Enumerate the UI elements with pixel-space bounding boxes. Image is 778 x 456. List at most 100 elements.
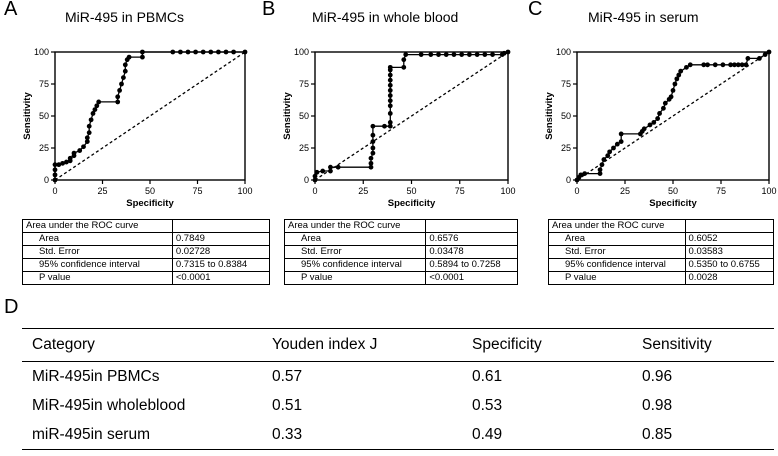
- roc-data-point: [387, 72, 393, 78]
- auc-row-label: Area: [548, 232, 686, 246]
- roc-data-point: [467, 52, 472, 57]
- roc-data-point: [705, 62, 710, 68]
- roc-data-point: [482, 52, 488, 57]
- roc-data-point: [676, 72, 682, 78]
- y-tick-label: 100: [34, 47, 49, 57]
- col-header-sensitivity: Sensitivity: [632, 328, 774, 362]
- roc-data-point: [117, 88, 122, 93]
- roc-data-point: [387, 123, 393, 129]
- y-tick-label: 100: [294, 47, 309, 57]
- roc-data-point: [312, 177, 318, 183]
- roc-data-point: [81, 144, 86, 150]
- roc-data-point: [96, 99, 102, 105]
- roc-data-point: [216, 49, 221, 55]
- auc-row-value: 0.5350 to 0.6755: [684, 258, 775, 272]
- auc-table-header: Area under the ROC curve: [548, 219, 686, 233]
- y-tick-label: 25: [39, 143, 49, 153]
- roc-data-point: [314, 169, 320, 175]
- roc-data-point: [618, 131, 624, 137]
- roc-data-point: [474, 52, 480, 57]
- x-tick-label: 100: [500, 186, 515, 196]
- roc-data-point: [328, 168, 333, 174]
- auc-row-label: P value: [283, 271, 427, 285]
- roc-data-point: [368, 160, 374, 166]
- auc-row-label: P value: [22, 271, 173, 285]
- roc-data-point: [443, 52, 449, 57]
- cell-sensitivity: 0.85: [642, 425, 673, 443]
- x-tick-label: 50: [668, 186, 678, 196]
- x-axis-label: Specificity: [388, 198, 436, 209]
- panel-letter-a: A: [4, 0, 18, 20]
- roc-data-point: [370, 145, 376, 151]
- roc-data-point: [651, 120, 657, 125]
- roc-data-point: [735, 62, 741, 68]
- roc-data-point: [662, 100, 668, 106]
- roc-data-point: [86, 123, 92, 129]
- table-row: MiR-495in wholeblood 0.51 0.53 0.98: [22, 391, 774, 420]
- auc-row-value: 0.6576: [425, 232, 518, 246]
- col-header-youden: Youden index J: [262, 328, 462, 362]
- auc-row-label: 95% confidence interval: [548, 258, 686, 272]
- roc-data-point: [459, 52, 465, 57]
- x-tick-label: 75: [192, 186, 202, 196]
- roc-data-point: [605, 153, 611, 159]
- roc-data-point: [597, 171, 603, 177]
- col-header-specificity: Specificity: [462, 328, 632, 362]
- roc-data-point: [122, 62, 128, 68]
- roc-data-point: [505, 49, 511, 55]
- roc-data-point: [387, 64, 393, 70]
- roc-data-point: [223, 49, 229, 55]
- roc-data-point: [436, 52, 441, 57]
- roc-data-point: [94, 103, 100, 109]
- roc-data-point: [140, 54, 145, 60]
- roc-data-point: [122, 68, 128, 74]
- roc-data-point: [208, 49, 214, 55]
- roc-data-point: [601, 157, 607, 162]
- x-axis-label: Specificity: [649, 198, 697, 209]
- cell-specificity: 0.61: [472, 367, 503, 385]
- roc-data-point: [52, 172, 58, 178]
- cell-youden: 0.51: [272, 396, 303, 414]
- chart-title-c: MiR-495 in serum: [588, 9, 699, 25]
- auc-table-serum: Area under the ROC curve Area 0.6052 Std.…: [548, 219, 775, 285]
- cell-specificity: 0.49: [472, 425, 503, 443]
- chart-title-a: MiR-495 in PBMCs: [65, 9, 185, 25]
- x-tick-label: 75: [455, 186, 465, 196]
- roc-chart-whole-blood: 0 25 50 75 100 0 25 50 75 100 Specificity Sensitivi…: [282, 47, 516, 209]
- roc-data-point: [115, 99, 121, 105]
- roc-data-point: [647, 122, 653, 128]
- auc-row-value: 0.7849: [171, 232, 271, 246]
- roc-data-point: [84, 135, 90, 141]
- x-tick-label: 50: [406, 186, 416, 196]
- auc-row-value: 0.02728: [171, 245, 271, 259]
- roc-data-point: [578, 172, 584, 178]
- roc-data-point: [428, 52, 434, 57]
- reference-diagonal-line: [54, 51, 246, 181]
- roc-data-point: [71, 150, 77, 156]
- roc-data-point: [451, 52, 457, 57]
- roc-data-point: [335, 164, 341, 170]
- roc-data-point: [92, 107, 98, 112]
- roc-data-point: [126, 54, 132, 60]
- y-tick-label: 75: [561, 79, 571, 89]
- y-tick-label: 50: [39, 111, 49, 121]
- auc-row-value: 0.03478: [425, 245, 518, 259]
- roc-chart-pbmcs: 0 25 50 75 100 0 25 50 75 100 Specificity Sensitivi…: [22, 47, 253, 209]
- roc-data-point: [370, 139, 376, 145]
- roc-data-point: [387, 111, 393, 116]
- roc-data-point: [178, 49, 183, 55]
- roc-data-point: [401, 64, 407, 70]
- auc-row-label: 95% confidence interval: [283, 258, 427, 272]
- roc-data-point: [661, 105, 666, 111]
- y-tick-label: 50: [299, 111, 309, 121]
- y-tick-label: 25: [561, 143, 571, 153]
- roc-data-point: [231, 49, 237, 55]
- roc-data-point: [88, 117, 94, 123]
- y-tick-label: 25: [299, 143, 309, 153]
- roc-data-point: [672, 81, 678, 87]
- roc-data-point: [670, 88, 676, 93]
- x-tick-label: 25: [358, 186, 368, 196]
- roc-data-point: [762, 52, 768, 57]
- reference-diagonal-line: [314, 51, 509, 181]
- y-axis-label: Sensitivity: [544, 92, 555, 140]
